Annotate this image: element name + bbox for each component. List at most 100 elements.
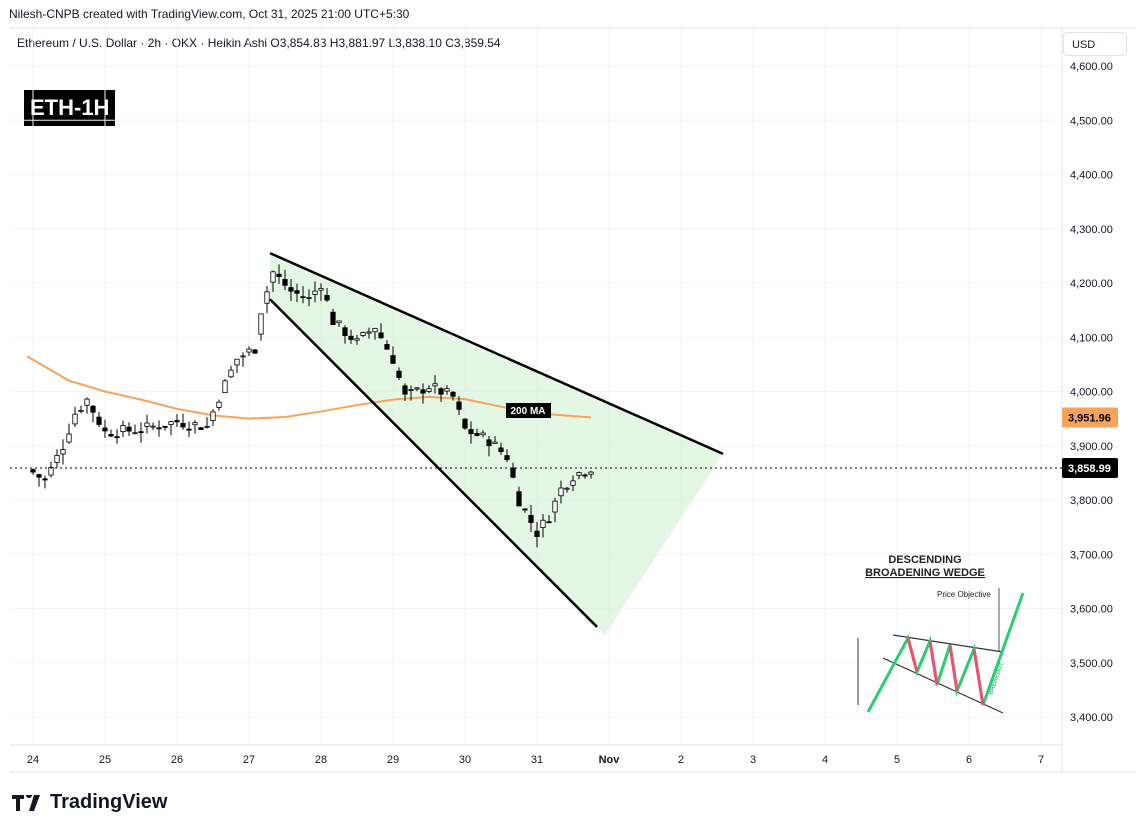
candle-body [240,355,246,358]
candle-body [276,273,282,277]
x-tick-label: 30 [459,754,471,766]
x-tick-label: 24 [27,754,39,766]
candle-body [348,335,354,340]
candle-body [288,287,294,292]
inset-lower-line [882,657,1004,714]
candle-body [420,389,426,394]
candle-body [372,328,378,333]
candle-body [48,466,54,476]
candle-body [558,487,564,497]
y-tick-label: 4,100.00 [1070,332,1113,344]
candle-body [510,467,516,478]
inset-red-leg [972,648,985,706]
candle-body [390,355,396,364]
candle-body [228,369,234,378]
ma-line [26,355,592,420]
x-tick-label: 3 [750,754,756,766]
candle-body [576,472,582,476]
candle-body [450,391,456,397]
x-tick-label: 5 [894,754,900,766]
last-price-label: 3,858.99 [1068,463,1111,475]
candle-body [108,434,114,437]
x-tick-label: Nov [599,754,621,766]
candle-body [270,271,276,283]
candle-body [138,431,144,434]
candle-body [504,455,510,461]
candle-body [564,487,570,490]
candle-body [282,279,288,286]
candle-body [252,349,258,354]
ma-price-badge [1062,407,1118,428]
candle-body [264,291,270,304]
x-tick-label: 28 [315,754,327,766]
candle-body [582,474,588,477]
candle-body [402,385,408,395]
candle-body [222,380,228,394]
x-tick-label: 4 [822,754,828,766]
candle-body [318,287,324,291]
y-tick-label: 3,600.00 [1070,604,1113,616]
candle-body [474,432,480,436]
candle-body [534,530,540,537]
candle-body [42,478,48,481]
candle-body [438,388,444,395]
candle-body [300,296,306,299]
y-tick-label: 4,400.00 [1070,170,1113,182]
candle-body [414,387,420,390]
candle-body [528,515,534,523]
candle-body [570,480,576,486]
candle-body [462,418,468,429]
candle-body [72,413,78,425]
candle-body [234,358,240,366]
candle-body [480,432,486,436]
candle-body [294,290,300,294]
candle-body [168,421,174,425]
candle-body [186,428,192,431]
candle-body [216,401,222,408]
candle-body [468,429,474,435]
candle-body [324,294,330,301]
candle-body [174,420,180,423]
candle-body [546,521,552,524]
y-tick-label: 4,200.00 [1070,278,1113,290]
y-tick-label: 4,500.00 [1070,115,1113,127]
last-price-badge [1062,457,1118,478]
candle-body [366,331,372,334]
candle-body [336,320,342,324]
candle-body [444,388,450,392]
candle-body [396,370,402,378]
candle-body [516,491,522,507]
x-tick-label: 7 [1038,754,1044,766]
candle-body [426,388,432,392]
currency-button[interactable]: USD [1063,32,1127,56]
candle-body [114,436,120,439]
price-objective-label: Price Objective [937,590,991,599]
candle-body [498,447,504,453]
candle-body [486,439,492,447]
y-tick-label: 3,800.00 [1070,495,1113,507]
y-tick-label: 3,500.00 [1070,658,1113,670]
candle-body [54,455,60,463]
candle-body [384,344,390,350]
x-tick-label: 27 [243,754,255,766]
candle-body [210,411,216,421]
candle-body [432,383,438,387]
tradingview-logo: TradingView [12,791,167,814]
y-tick-label: 3,900.00 [1070,441,1113,453]
y-tick-label: 4,000.00 [1070,387,1113,399]
wedge-lower-line [269,298,598,628]
inset-green-path [866,592,1025,713]
x-tick-label: 26 [171,754,183,766]
candle-body [330,311,336,325]
wedge-upper-line [269,252,724,456]
candle-body [192,422,198,426]
inset-red-leg [906,637,919,673]
candle-body [306,297,312,299]
ma-price-label: 3,951.96 [1068,413,1111,425]
y-tick-label: 3,400.00 [1070,712,1113,724]
inset-title-1: DESCENDING [888,554,961,566]
candle-body [360,332,366,336]
